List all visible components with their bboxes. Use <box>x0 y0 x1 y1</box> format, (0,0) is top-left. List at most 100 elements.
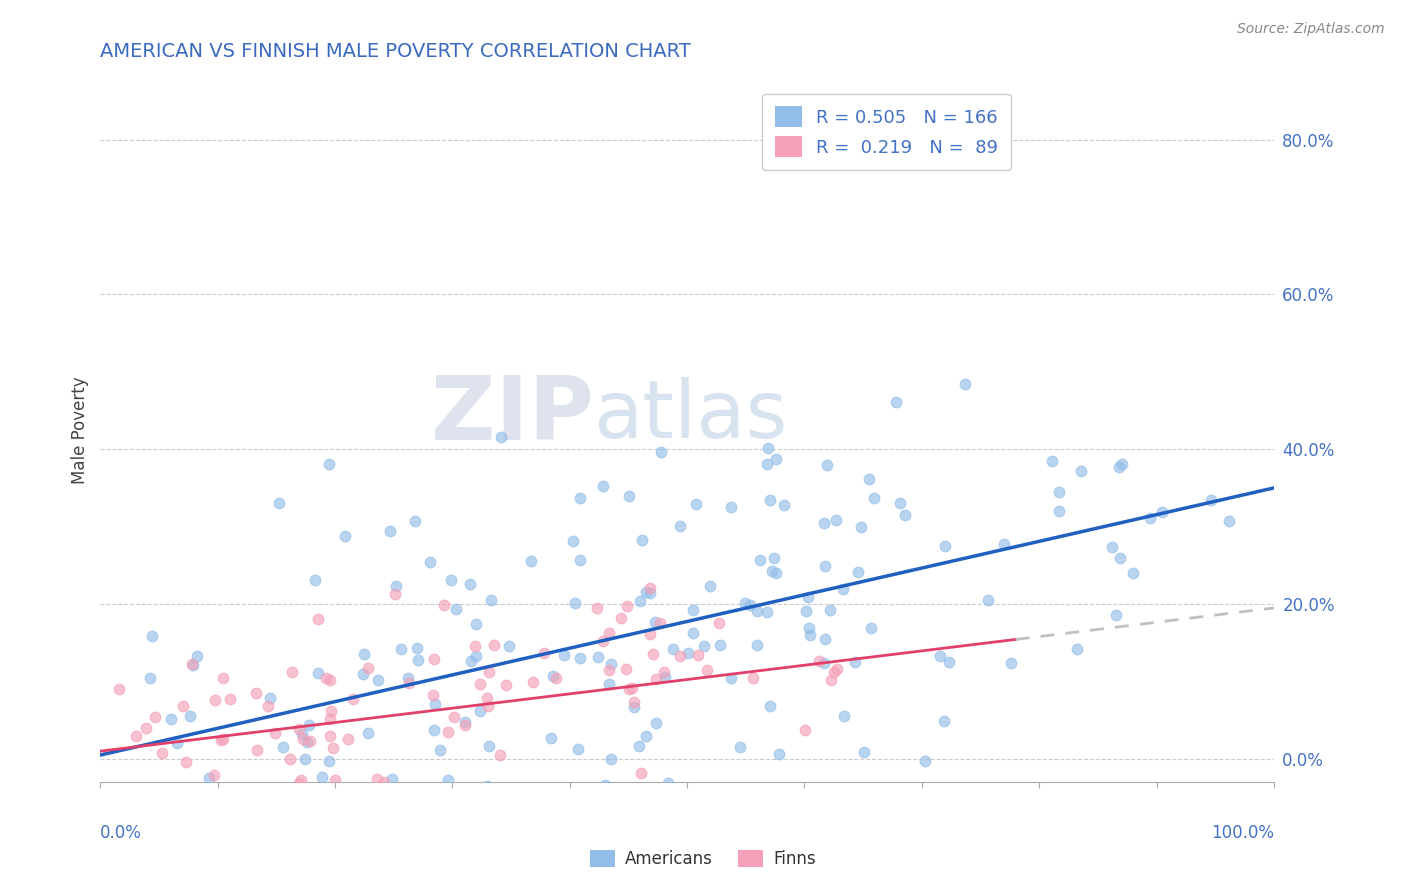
Point <box>364 790 387 805</box>
Point <box>603 790 626 805</box>
Point <box>645 673 668 687</box>
Point <box>676 646 699 660</box>
Point <box>141 629 163 643</box>
Point <box>886 395 908 409</box>
Point <box>245 686 267 700</box>
Point <box>599 752 621 766</box>
Point <box>1111 457 1133 471</box>
Point <box>198 771 221 785</box>
Point <box>437 725 460 739</box>
Point <box>860 621 883 635</box>
Point <box>440 573 463 587</box>
Point <box>333 529 356 543</box>
Point <box>464 640 486 654</box>
Point <box>592 478 614 492</box>
Point <box>745 604 768 618</box>
Point <box>638 627 661 641</box>
Point <box>1040 454 1063 468</box>
Point <box>793 723 815 737</box>
Point <box>288 790 311 805</box>
Point <box>520 554 543 568</box>
Point <box>598 663 620 677</box>
Point <box>825 662 848 676</box>
Point <box>443 709 465 723</box>
Point <box>404 514 426 528</box>
Point <box>761 564 783 578</box>
Point <box>429 742 451 756</box>
Point <box>319 673 342 688</box>
Point <box>638 581 661 595</box>
Point <box>484 782 506 797</box>
Point <box>186 649 208 664</box>
Point <box>654 670 676 684</box>
Point <box>644 615 666 630</box>
Point <box>458 577 481 591</box>
Point <box>381 772 404 787</box>
Point <box>495 678 517 692</box>
Point <box>662 641 685 656</box>
Point <box>638 586 661 600</box>
Point <box>299 733 322 747</box>
Point <box>406 640 429 655</box>
Point <box>685 497 707 511</box>
Point <box>758 698 780 713</box>
Point <box>825 513 848 527</box>
Point <box>271 782 294 797</box>
Point <box>384 587 406 601</box>
Point <box>745 638 768 652</box>
Point <box>634 729 657 743</box>
Point <box>1070 464 1092 478</box>
Point <box>292 731 315 746</box>
Point <box>799 621 821 635</box>
Point <box>657 776 679 790</box>
Point <box>650 445 672 459</box>
Point <box>932 714 955 729</box>
Point <box>460 654 482 668</box>
Point <box>755 605 778 619</box>
Point <box>823 665 845 679</box>
Point <box>1047 504 1070 518</box>
Point <box>139 671 162 685</box>
Point <box>211 732 233 747</box>
Point <box>799 628 821 642</box>
Point <box>797 590 820 604</box>
Y-axis label: Male Poverty: Male Poverty <box>72 376 89 483</box>
Point <box>160 712 183 726</box>
Point <box>274 782 297 797</box>
Point <box>634 585 657 599</box>
Point <box>323 773 346 788</box>
Point <box>844 655 866 669</box>
Point <box>522 674 544 689</box>
Point <box>938 655 960 669</box>
Point <box>143 710 166 724</box>
Point <box>755 457 778 471</box>
Point <box>643 647 665 661</box>
Point <box>181 657 204 672</box>
Point <box>758 493 780 508</box>
Point <box>181 657 204 672</box>
Point <box>357 661 380 675</box>
Point <box>336 731 359 746</box>
Point <box>218 691 240 706</box>
Point <box>773 498 796 512</box>
Point <box>1101 540 1123 554</box>
Point <box>209 733 232 747</box>
Point <box>450 790 472 805</box>
Point <box>619 489 641 503</box>
Point <box>470 676 492 690</box>
Point <box>1139 511 1161 525</box>
Point <box>734 596 756 610</box>
Point <box>894 508 917 522</box>
Point <box>172 698 194 713</box>
Point <box>492 790 515 805</box>
Point <box>475 690 498 705</box>
Point <box>176 790 198 805</box>
Point <box>150 746 173 760</box>
Point <box>728 739 751 754</box>
Point <box>645 715 668 730</box>
Point <box>408 790 430 805</box>
Point <box>482 638 505 652</box>
Point <box>610 611 633 625</box>
Point <box>863 491 886 505</box>
Point <box>367 673 389 687</box>
